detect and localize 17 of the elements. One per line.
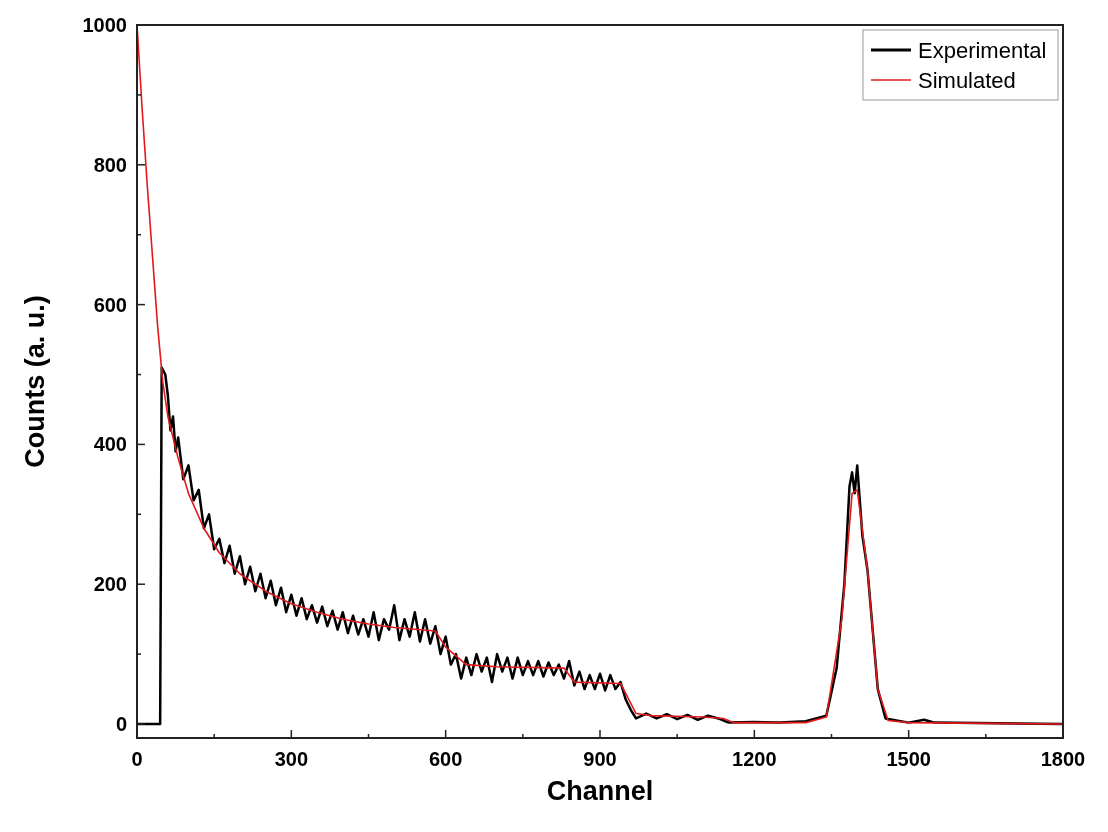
x-tick-label: 600 xyxy=(428,748,463,770)
legend-label: Simulated xyxy=(918,68,1016,93)
y-tick-label: 600 xyxy=(93,293,127,316)
x-tick-label: 1200 xyxy=(732,748,777,770)
x-tick-label: 300 xyxy=(274,748,309,770)
x-axis-title: Channel xyxy=(546,776,654,806)
x-tick-label: 1800 xyxy=(1040,748,1086,770)
y-axis-title: Counts (a. u.) xyxy=(20,295,50,468)
y-tick-label: 800 xyxy=(93,153,127,176)
y-tick-label: 1000 xyxy=(82,14,127,36)
x-tick-label: 1500 xyxy=(886,748,931,770)
y-tick-label: 0 xyxy=(115,713,127,736)
y-tick-label: 400 xyxy=(93,433,127,456)
x-tick-label: 900 xyxy=(583,748,617,770)
y-tick-label: 200 xyxy=(93,573,127,596)
legend-label: Experimental xyxy=(918,38,1047,63)
x-tick-label: 0 xyxy=(131,748,143,770)
